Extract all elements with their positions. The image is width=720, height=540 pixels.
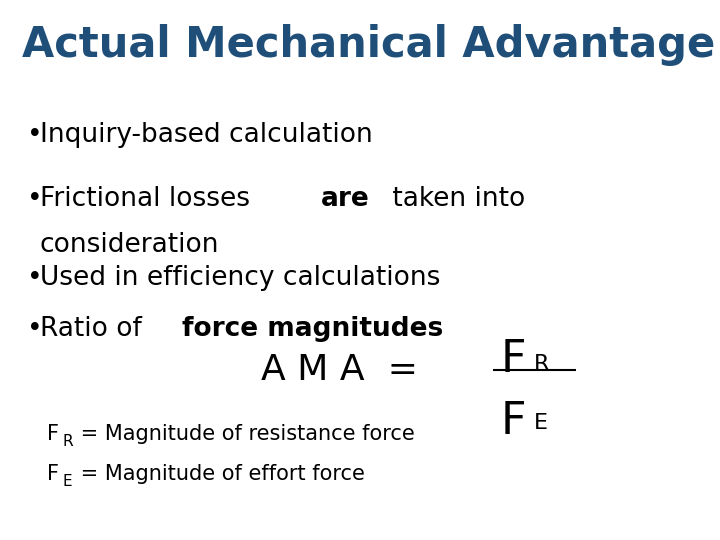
Text: = Magnitude of resistance force: = Magnitude of resistance force — [74, 424, 415, 444]
Text: R: R — [63, 434, 73, 449]
Text: •: • — [27, 186, 43, 212]
Text: A M A  =: A M A = — [261, 353, 418, 387]
Text: Frictional losses: Frictional losses — [40, 186, 258, 212]
Text: F: F — [47, 424, 59, 444]
Text: Actual Mechanical Advantage (AMA): Actual Mechanical Advantage (AMA) — [22, 24, 720, 66]
Text: F: F — [500, 400, 526, 443]
Text: taken into: taken into — [384, 186, 526, 212]
Text: E: E — [63, 474, 72, 489]
Text: force magnitudes: force magnitudes — [182, 316, 443, 342]
Text: R: R — [534, 354, 549, 374]
Text: F: F — [500, 338, 526, 381]
Text: F: F — [47, 464, 59, 484]
Text: •: • — [27, 122, 43, 147]
Text: are: are — [321, 186, 370, 212]
Text: Ratio of: Ratio of — [40, 316, 150, 342]
Text: •: • — [27, 265, 43, 291]
Text: Inquiry-based calculation: Inquiry-based calculation — [40, 122, 372, 147]
Text: E: E — [534, 413, 548, 433]
Text: = Magnitude of effort force: = Magnitude of effort force — [74, 464, 365, 484]
Text: Used in efficiency calculations: Used in efficiency calculations — [40, 265, 440, 291]
Text: •: • — [27, 316, 43, 342]
Text: consideration: consideration — [40, 232, 219, 258]
